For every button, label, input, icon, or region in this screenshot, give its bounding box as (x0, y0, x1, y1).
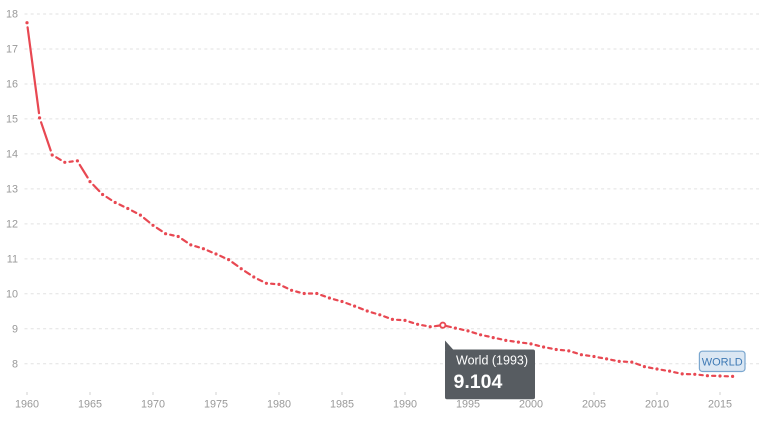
svg-text:15: 15 (6, 114, 18, 126)
svg-text:9.104: 9.104 (454, 371, 503, 393)
svg-text:2000: 2000 (519, 399, 543, 411)
svg-text:1995: 1995 (456, 399, 480, 411)
svg-text:1990: 1990 (393, 399, 417, 411)
svg-text:2015: 2015 (708, 399, 732, 411)
svg-text:16: 16 (6, 79, 18, 91)
svg-text:2005: 2005 (582, 399, 606, 411)
svg-text:1965: 1965 (78, 399, 102, 411)
svg-text:9: 9 (12, 323, 18, 335)
svg-text:1985: 1985 (330, 399, 354, 411)
svg-text:WORLD: WORLD (702, 356, 743, 368)
svg-text:18: 18 (6, 9, 18, 21)
svg-text:1970: 1970 (141, 399, 165, 411)
svg-text:10: 10 (6, 288, 18, 300)
svg-text:World (1993): World (1993) (456, 354, 528, 368)
svg-text:1975: 1975 (204, 399, 228, 411)
svg-text:12: 12 (6, 219, 18, 231)
svg-text:2010: 2010 (645, 399, 669, 411)
svg-text:17: 17 (6, 44, 18, 56)
svg-text:1960: 1960 (15, 399, 39, 411)
svg-text:1980: 1980 (267, 399, 291, 411)
svg-text:13: 13 (6, 184, 18, 196)
svg-text:8: 8 (12, 358, 18, 370)
svg-text:11: 11 (7, 254, 18, 266)
svg-text:14: 14 (6, 149, 18, 161)
